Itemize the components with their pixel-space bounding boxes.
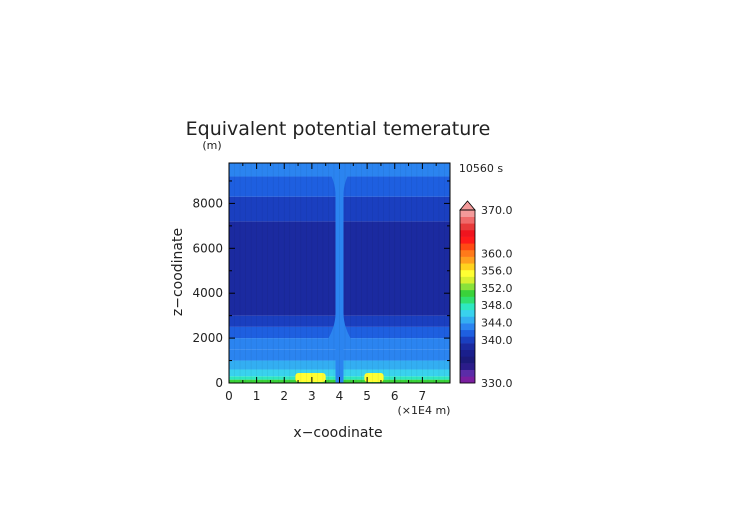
chart-title: Equivalent potential temerature	[186, 118, 491, 140]
y-unit-label: (m)	[202, 139, 221, 152]
y-tick-label: 4000	[192, 286, 223, 300]
colorbar-swatch	[460, 229, 475, 237]
x-axis-label: x−coodinate	[293, 425, 382, 441]
x-tick-label: 2	[280, 389, 288, 403]
x-unit-label: (×1E4 m)	[398, 404, 451, 417]
colorbar-label: 356.0	[481, 265, 513, 278]
colorbar-label: 340.0	[481, 334, 513, 347]
colorbar-frame	[459, 209, 476, 384]
colorbar-swatch	[460, 276, 475, 284]
colorbar-swatch	[460, 243, 475, 251]
colorbar-swatch	[460, 356, 475, 364]
plot-area	[228, 163, 451, 383]
colorbar-swatch	[460, 283, 475, 291]
colorbar-swatch	[460, 296, 475, 304]
colorbar-swatch	[460, 323, 475, 331]
x-tick-label: 0	[225, 389, 233, 403]
colorbar-swatch	[460, 223, 475, 231]
colorbar-label: 330.0	[481, 377, 513, 390]
updraft-base	[325, 313, 354, 343]
colorbar-swatch	[460, 303, 475, 311]
warm-patch	[364, 373, 384, 382]
colorbar-swatch	[460, 236, 475, 244]
y-tick-label: 2000	[192, 331, 223, 345]
colorbar-swatch	[460, 363, 475, 370]
colorbar-swatch	[460, 263, 475, 271]
y-axis-label: z−coodinate	[170, 228, 186, 316]
x-tick-label: 3	[308, 389, 316, 403]
colorbar-swatch	[460, 256, 475, 264]
colorbar-swatch	[460, 376, 475, 384]
x-tick-label: 7	[419, 389, 427, 403]
colorbar-label: 370.0	[481, 204, 513, 217]
updraft-anvil	[321, 163, 358, 193]
colorbar-label: 348.0	[481, 299, 513, 312]
x-tick-label: 6	[391, 389, 399, 403]
colorbar-swatch	[460, 349, 475, 357]
colorbar-swatch	[460, 343, 475, 351]
colorbar: 370.0 360.0 356.0 352.0 348.0 344.0 340.0 330.0	[459, 200, 513, 390]
time-label: 10560 s	[459, 162, 503, 175]
x-tick-label: 4	[336, 389, 344, 403]
colorbar-swatch	[460, 369, 475, 377]
colorbar-label: 352.0	[481, 282, 513, 295]
y-tick-label: 6000	[192, 241, 223, 255]
colorbar-label: 360.0	[481, 247, 513, 260]
colorbar-swatch	[460, 210, 475, 217]
x-tick-label: 5	[363, 389, 371, 403]
warm-patch	[295, 373, 326, 382]
colorbar-swatch	[460, 336, 475, 344]
colorbar-swatch	[460, 269, 475, 277]
y-tick-label: 0	[215, 376, 223, 390]
colorbar-swatch	[460, 329, 475, 337]
colorbar-swatch	[460, 249, 475, 257]
updraft-column	[335, 163, 344, 383]
colorbar-swatch	[460, 316, 475, 324]
y-tick-label: 8000	[192, 196, 223, 210]
colorbar-swatch	[460, 309, 475, 317]
colorbar-arrow	[459, 200, 476, 211]
colorbar-label: 344.0	[481, 316, 513, 329]
x-tick-label: 1	[253, 389, 261, 403]
colorbar-swatch	[460, 216, 475, 224]
colorbar-swatch	[460, 289, 475, 297]
axes: 0 1 2 3 4 5 6 7 0 2000 4000 6000 8000	[192, 162, 451, 403]
